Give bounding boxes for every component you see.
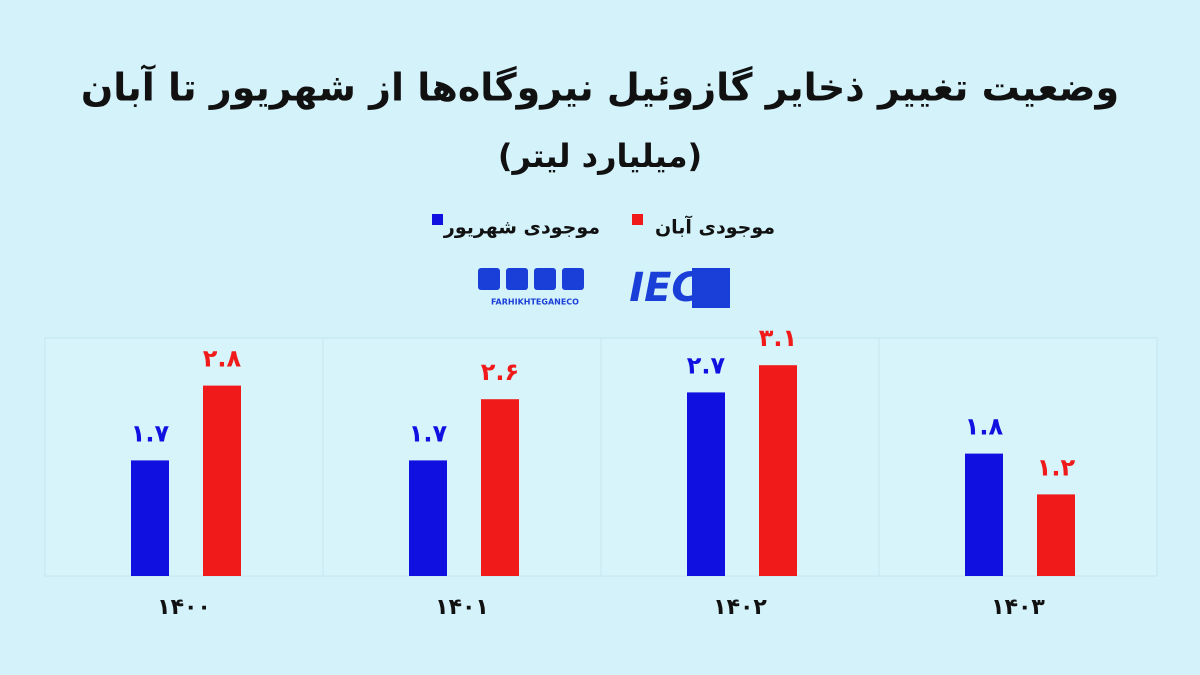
bar (203, 385, 241, 576)
bar (687, 392, 725, 576)
bar (965, 453, 1003, 576)
x-tick-label: ۱۴۰۳ (991, 595, 1045, 620)
x-tick-label: ۱۴۰۲ (713, 595, 767, 620)
legend-label: موجودی آبان (655, 215, 775, 239)
value-label: ۲.۸ (203, 345, 242, 373)
icon (534, 268, 556, 290)
bar (759, 365, 797, 576)
legend-swatch (632, 214, 643, 225)
icon (562, 268, 584, 290)
x-tick-label: ۱۴۰۰ (157, 595, 211, 620)
value-label: ۱.۲ (1037, 453, 1076, 481)
value-label: ۳.۱ (759, 324, 797, 352)
brand: FARHIKHTEGANECO (491, 298, 579, 307)
icon (506, 268, 528, 290)
bar (481, 399, 519, 576)
value-label: ۱.۷ (409, 419, 448, 447)
bar (131, 460, 169, 576)
chart-subtitle: (میلیارد لیتر) (498, 137, 702, 175)
value-label: ۲.۶ (481, 358, 519, 386)
bar (409, 460, 447, 576)
value-label: ۲.۷ (687, 351, 726, 379)
logo: IEC (629, 265, 701, 311)
logo-box (692, 268, 730, 308)
legend-swatch (432, 214, 443, 225)
logo-area: FARHIKHTEGANECO IEC (478, 265, 730, 311)
legend-label: موجودی شهریور (443, 217, 600, 239)
bar (1037, 494, 1075, 576)
icon (478, 268, 500, 290)
chart-title: وضعیت تغییر ذخایر گازوئیل نیروگاه‌ها از … (81, 64, 1119, 111)
value-label: ۱.۷ (131, 419, 170, 447)
x-tick-label: ۱۴۰۱ (435, 595, 489, 620)
value-label: ۱.۸ (965, 413, 1004, 441)
